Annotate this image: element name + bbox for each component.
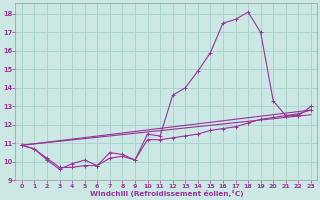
X-axis label: Windchill (Refroidissement éolien,°C): Windchill (Refroidissement éolien,°C)	[90, 190, 243, 197]
